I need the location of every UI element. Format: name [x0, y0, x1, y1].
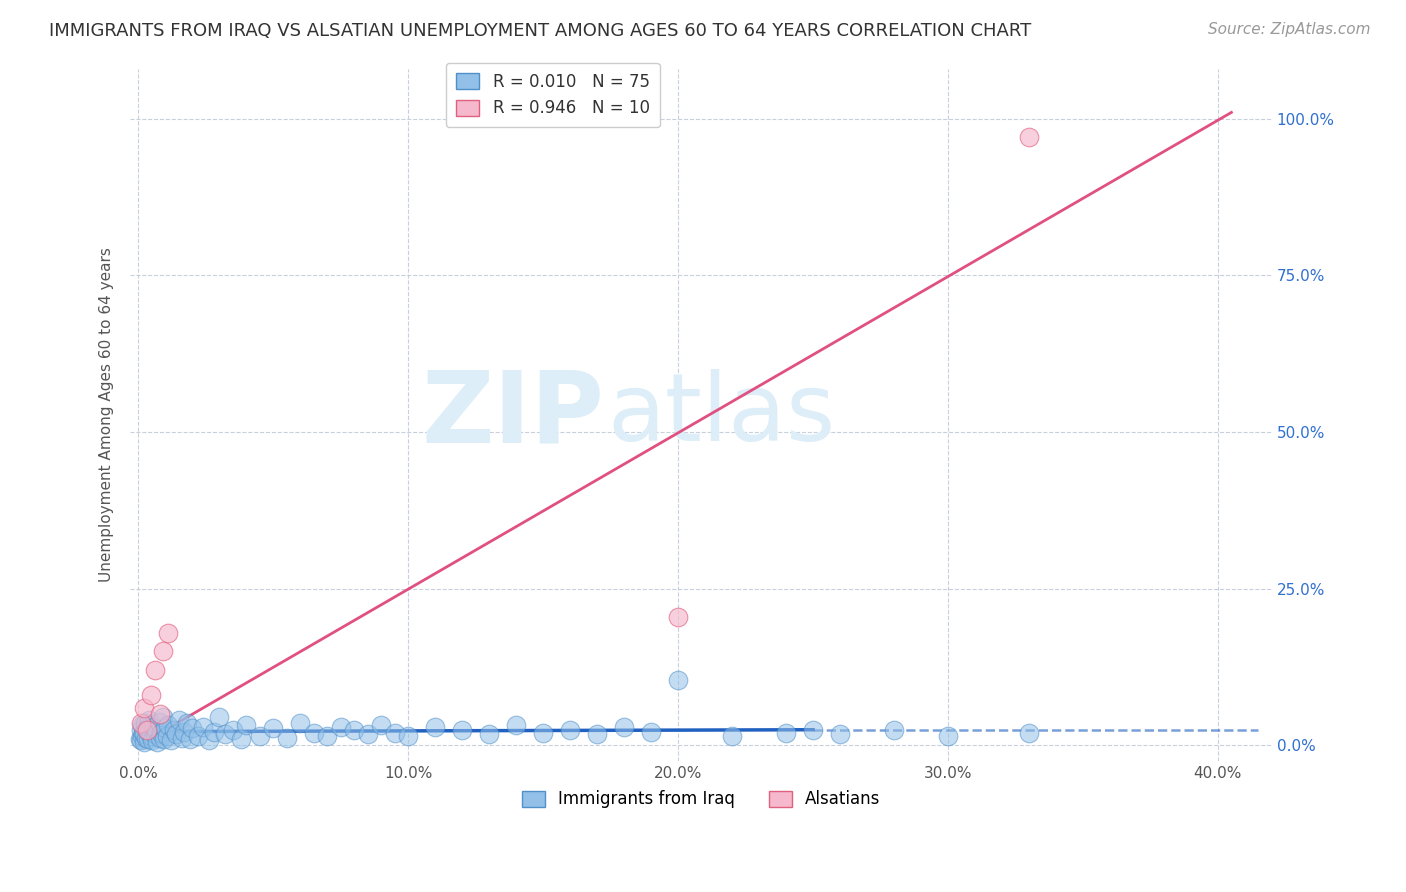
Point: [152, 644, 174, 658]
Point: [162, 723, 184, 737]
Point: [384, 726, 406, 740]
Point: [152, 710, 174, 724]
Point: [222, 723, 245, 737]
Point: [146, 735, 169, 749]
Point: [134, 716, 156, 731]
Point: [229, 732, 252, 747]
Legend: Immigrants from Iraq, Alsatians: Immigrants from Iraq, Alsatians: [515, 784, 887, 815]
Point: [150, 726, 173, 740]
Point: [505, 718, 527, 732]
Point: [202, 724, 225, 739]
Point: [139, 729, 162, 743]
Point: [139, 688, 162, 702]
Point: [1018, 130, 1040, 145]
Point: [134, 727, 156, 741]
Point: [167, 714, 190, 728]
Point: [132, 726, 155, 740]
Point: [176, 716, 198, 731]
Point: [157, 625, 180, 640]
Point: [666, 610, 689, 624]
Point: [478, 727, 501, 741]
Point: [135, 721, 157, 735]
Point: [883, 723, 905, 737]
Point: [155, 721, 177, 735]
Point: [135, 731, 157, 745]
Point: [132, 735, 155, 749]
Point: [159, 733, 181, 747]
Point: [156, 729, 179, 743]
Point: [302, 726, 325, 740]
Point: [640, 724, 662, 739]
Point: [316, 729, 339, 743]
Point: [143, 663, 166, 677]
Point: [1018, 726, 1040, 740]
Point: [801, 723, 824, 737]
Text: IMMIGRANTS FROM IRAQ VS ALSATIAN UNEMPLOYMENT AMONG AGES 60 TO 64 YEARS CORRELAT: IMMIGRANTS FROM IRAQ VS ALSATIAN UNEMPLO…: [49, 22, 1032, 40]
Text: atlas: atlas: [607, 368, 835, 461]
Point: [290, 716, 312, 731]
Point: [148, 714, 170, 729]
Y-axis label: Unemployment Among Ages 60 to 64 years: Unemployment Among Ages 60 to 64 years: [100, 247, 114, 582]
Point: [132, 701, 155, 715]
Point: [129, 716, 152, 731]
Point: [197, 733, 219, 747]
Point: [262, 721, 284, 735]
Point: [613, 720, 636, 734]
Point: [249, 729, 271, 743]
Point: [131, 718, 153, 732]
Point: [451, 723, 474, 737]
Point: [136, 732, 159, 747]
Point: [235, 718, 257, 732]
Point: [370, 718, 392, 732]
Point: [208, 710, 231, 724]
Point: [193, 720, 215, 734]
Point: [666, 673, 689, 687]
Point: [396, 729, 419, 743]
Point: [170, 731, 193, 745]
Text: ZIP: ZIP: [422, 367, 605, 463]
Point: [135, 723, 157, 737]
Point: [128, 732, 150, 747]
Point: [138, 724, 160, 739]
Point: [586, 727, 609, 741]
Text: Source: ZipAtlas.com: Source: ZipAtlas.com: [1208, 22, 1371, 37]
Point: [142, 720, 165, 734]
Point: [181, 721, 204, 735]
Point: [179, 732, 201, 747]
Point: [531, 726, 554, 740]
Point: [343, 723, 366, 737]
Point: [560, 723, 582, 737]
Point: [329, 720, 352, 734]
Point: [157, 718, 180, 732]
Point: [173, 724, 195, 739]
Point: [276, 731, 298, 745]
Point: [138, 714, 160, 728]
Point: [165, 727, 187, 741]
Point: [129, 733, 152, 747]
Point: [936, 729, 959, 743]
Point: [149, 731, 172, 745]
Point: [141, 733, 163, 747]
Point: [830, 727, 852, 741]
Point: [214, 727, 236, 741]
Point: [721, 729, 744, 743]
Point: [145, 723, 167, 737]
Point: [149, 707, 172, 722]
Point: [425, 720, 447, 734]
Point: [187, 729, 209, 743]
Point: [131, 729, 153, 743]
Point: [129, 723, 152, 737]
Point: [143, 727, 166, 741]
Point: [153, 732, 176, 747]
Point: [775, 726, 797, 740]
Point: [357, 727, 380, 741]
